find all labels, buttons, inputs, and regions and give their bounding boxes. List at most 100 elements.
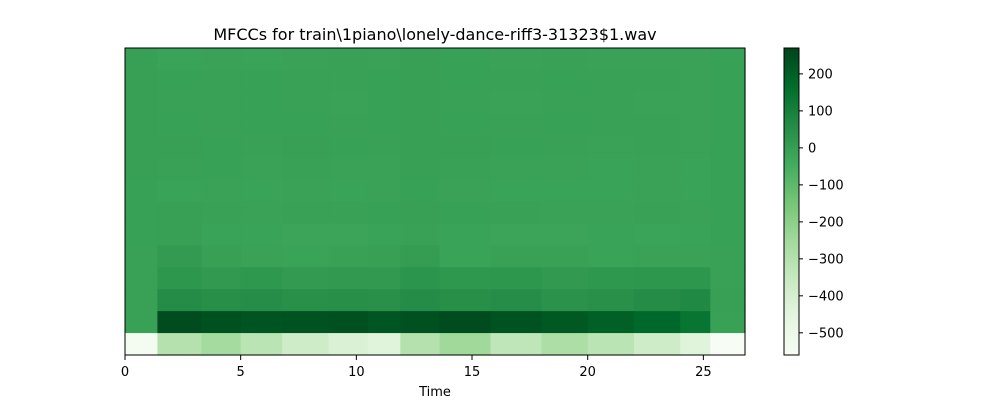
heatmap-cell [490, 289, 543, 312]
heatmap-cell [125, 267, 158, 290]
heatmap-cell [400, 135, 441, 159]
heatmap-cell [633, 135, 681, 159]
heatmap-cell [201, 113, 242, 137]
heatmap-cell [157, 245, 202, 268]
heatmap-cell [125, 91, 158, 115]
heatmap-cell [400, 48, 441, 71]
heatmap-cell [282, 48, 330, 71]
heatmap-cell [328, 135, 369, 159]
colorbar-tick-label: 0 [808, 141, 816, 156]
heatmap-cell [157, 289, 202, 312]
heatmap-cell [490, 179, 543, 203]
heatmap-cell [633, 267, 681, 290]
heatmap-cell [367, 289, 401, 312]
heatmap-cell [157, 311, 202, 334]
heatmap-cell [680, 69, 711, 93]
heatmap-cell [587, 289, 635, 312]
heatmap-cell [633, 48, 681, 71]
heatmap-cell [282, 179, 330, 203]
heatmap-cell [282, 267, 330, 290]
heatmap-cell [282, 311, 330, 334]
heatmap-cell [157, 223, 202, 246]
heatmap-cell [710, 267, 746, 290]
heatmap-cell [710, 201, 746, 225]
heatmap-cell [680, 135, 711, 159]
heatmap-cell [240, 223, 283, 246]
heatmap-cell [680, 333, 711, 356]
heatmap-cell [282, 135, 330, 159]
heatmap-cell [201, 267, 242, 290]
heatmap-cell [157, 179, 202, 203]
heatmap-cell [282, 113, 330, 137]
heatmap-cell [541, 135, 589, 159]
heatmap-cell [157, 333, 202, 356]
heatmap-cell [633, 245, 681, 268]
heatmap-cell [633, 91, 681, 115]
x-tick-label: 25 [695, 365, 712, 380]
heatmap-cell [328, 333, 369, 356]
heatmap-cell [201, 223, 242, 246]
heatmap-cell [328, 48, 369, 71]
heatmap-cell [240, 91, 283, 115]
heatmap-cell [587, 135, 635, 159]
heatmap-cell [240, 69, 283, 93]
heatmap-cell [328, 179, 369, 203]
heatmap-cell [328, 157, 369, 181]
heatmap-cell [367, 311, 401, 334]
heatmap-cell [680, 311, 711, 334]
heatmap-cell [541, 91, 589, 115]
heatmap-cell [400, 333, 441, 356]
x-tick-label: 0 [121, 365, 129, 380]
heatmap-cell [400, 69, 441, 93]
heatmap-cell [710, 179, 746, 203]
heatmap-cell [282, 333, 330, 356]
heatmap-cell [367, 135, 401, 159]
heatmap-cell [439, 333, 492, 356]
x-tick-label: 10 [348, 365, 365, 380]
heatmap-cell [587, 69, 635, 93]
heatmap-cell [282, 69, 330, 93]
heatmap-cell [201, 201, 242, 225]
heatmap-cell [490, 69, 543, 93]
heatmap-cell [328, 311, 369, 334]
heatmap-cell [201, 289, 242, 312]
heatmap-cell [157, 157, 202, 181]
heatmap-cell [157, 69, 202, 93]
heatmap-cell [710, 289, 746, 312]
heatmap-cell [710, 91, 746, 115]
plot-frame [124, 47, 746, 356]
colorbar-tick-label: −500 [808, 326, 844, 341]
heatmap-cell [400, 91, 441, 115]
x-axis: 0 5 10 15 20 25 [121, 355, 712, 380]
heatmap-cell [367, 245, 401, 268]
heatmap-cell [710, 48, 746, 71]
heatmap-cell [157, 48, 202, 71]
heatmap-cell [157, 267, 202, 290]
heatmap-cell [680, 223, 711, 246]
heatmap-cell [240, 201, 283, 225]
heatmap-cell [490, 113, 543, 137]
heatmap-cell [367, 267, 401, 290]
heatmap-cell [587, 333, 635, 356]
heatmap-cell [400, 245, 441, 268]
heatmap-cell [367, 48, 401, 71]
colorbar-axis: 200 100 0 −100 −200 −300 −400 −500 [799, 67, 844, 341]
heatmap-cell [125, 69, 158, 93]
heatmap-cell [367, 333, 401, 356]
heatmap-cell [680, 157, 711, 181]
heatmap-cell [490, 135, 543, 159]
chart-title: MFCCs for train\1piano\lonely-dance-riff… [213, 25, 656, 44]
heatmap-cell [490, 223, 543, 246]
heatmap-cell [125, 245, 158, 268]
heatmap-cell [439, 135, 492, 159]
heatmap-cell [125, 333, 158, 356]
heatmap-cell [240, 157, 283, 181]
heatmap-cell [400, 157, 441, 181]
heatmap-cell [240, 289, 283, 312]
heatmap-cell [633, 201, 681, 225]
heatmap-cell [282, 91, 330, 115]
heatmap-cell [201, 311, 242, 334]
heatmap-cell [282, 201, 330, 225]
